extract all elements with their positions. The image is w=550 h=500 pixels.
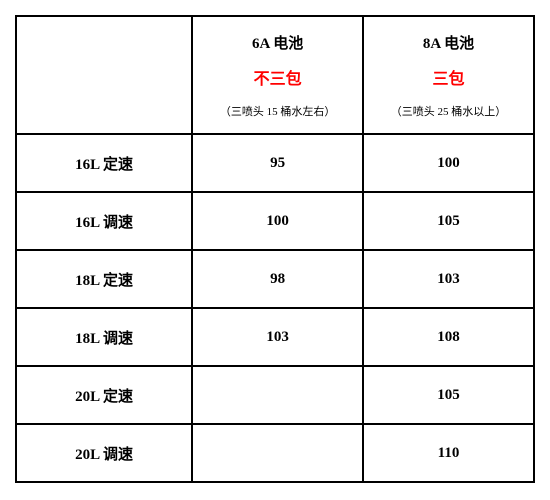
header-6a-title: 6A 电池 [197,32,358,53]
header-cell-6a: 6A 电池 不三包 （三喷头 15 桶水左右） [192,16,363,134]
cell-8a: 105 [363,192,534,250]
cell-6a: 98 [192,250,363,308]
table-row: 20L 调速 110 [16,424,534,482]
header-6a-note: （三喷头 15 桶水左右） [197,103,358,119]
header-8a-title: 8A 电池 [368,32,529,53]
row-label: 18L 调速 [16,308,192,366]
header-6a-warranty: 不三包 [197,65,358,89]
pricing-table: 6A 电池 不三包 （三喷头 15 桶水左右） 8A 电池 三包 （三喷头 25… [15,15,535,483]
cell-8a: 108 [363,308,534,366]
row-label: 16L 调速 [16,192,192,250]
table-row: 20L 定速 105 [16,366,534,424]
cell-6a [192,366,363,424]
row-label: 20L 定速 [16,366,192,424]
row-label: 20L 调速 [16,424,192,482]
cell-6a [192,424,363,482]
cell-6a: 95 [192,134,363,192]
header-8a-warranty: 三包 [368,65,529,89]
cell-8a: 105 [363,366,534,424]
header-cell-8a: 8A 电池 三包 （三喷头 25 桶水以上） [363,16,534,134]
table-row: 16L 调速 100 105 [16,192,534,250]
cell-6a: 103 [192,308,363,366]
header-8a-note: （三喷头 25 桶水以上） [368,103,529,119]
table-row: 18L 调速 103 108 [16,308,534,366]
table-row: 16L 定速 95 100 [16,134,534,192]
table-row: 18L 定速 98 103 [16,250,534,308]
row-label: 18L 定速 [16,250,192,308]
cell-8a: 110 [363,424,534,482]
table-header-row: 6A 电池 不三包 （三喷头 15 桶水左右） 8A 电池 三包 （三喷头 25… [16,16,534,134]
header-cell-empty [16,16,192,134]
row-label: 16L 定速 [16,134,192,192]
cell-8a: 100 [363,134,534,192]
cell-6a: 100 [192,192,363,250]
cell-8a: 103 [363,250,534,308]
